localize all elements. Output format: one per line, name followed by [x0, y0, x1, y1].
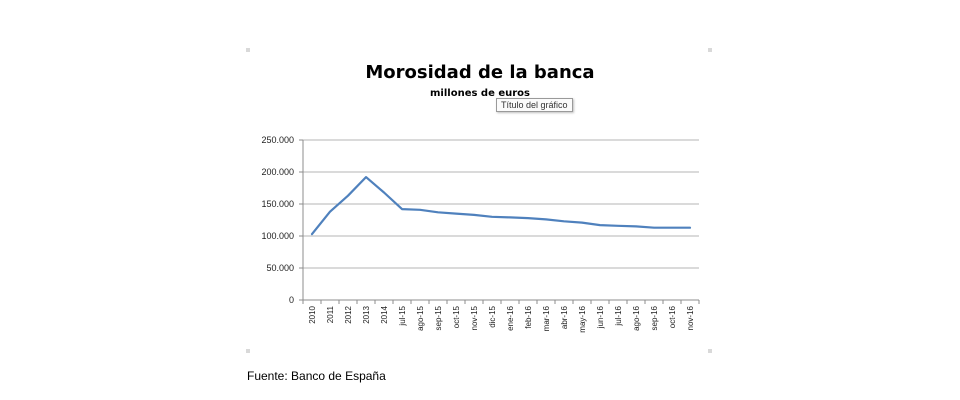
- data-point: [599, 224, 601, 226]
- x-tick-label: 2013: [362, 305, 371, 323]
- data-point: [563, 220, 565, 222]
- x-tick-label: 2014: [380, 305, 389, 323]
- y-tick-label: 50.000: [266, 263, 294, 273]
- data-point: [473, 214, 475, 216]
- data-point: [419, 209, 421, 211]
- data-point: [383, 191, 385, 193]
- data-point: [455, 212, 457, 214]
- chart-title-tooltip: Título del gráfico: [496, 98, 573, 112]
- x-tick-label: feb-16: [524, 305, 533, 328]
- chart-title[interactable]: Morosidad de la banca: [365, 62, 595, 83]
- x-tick-label: 2010: [308, 305, 317, 323]
- x-tick-label: jun-16: [596, 305, 605, 329]
- data-point: [509, 216, 511, 218]
- chart-area: [246, 48, 712, 353]
- data-point: [671, 226, 673, 228]
- chart-corner-handle[interactable]: [246, 349, 250, 353]
- x-tick-label: jul-15: [398, 305, 407, 326]
- x-tick-label: oct-16: [668, 305, 677, 328]
- y-tick-label: 250.000: [261, 135, 294, 145]
- data-point: [635, 225, 637, 227]
- data-point: [581, 221, 583, 223]
- data-point: [545, 218, 547, 220]
- chart-corner-handle[interactable]: [708, 349, 712, 353]
- data-point: [437, 211, 439, 213]
- x-tick-label: abr-16: [560, 305, 569, 329]
- chart-subtitle: millones de euros: [430, 88, 530, 99]
- x-tick-label: 2011: [326, 305, 335, 323]
- data-point: [653, 226, 655, 228]
- chart-corner-handle[interactable]: [708, 48, 712, 52]
- series-line: [310, 176, 692, 236]
- x-tick-label: sep-15: [434, 305, 443, 330]
- x-tick-label: ago-16: [632, 305, 641, 330]
- x-tick-label: mar-16: [542, 305, 551, 331]
- y-tick-label: 150.000: [261, 199, 294, 209]
- data-point: [527, 217, 529, 219]
- x-tick-label: jul-16: [614, 305, 623, 326]
- data-point: [329, 210, 331, 212]
- data-point: [365, 176, 367, 178]
- y-tick-label: 200.000: [261, 167, 294, 177]
- x-tick-label: nov-15: [470, 305, 479, 330]
- data-point: [491, 216, 493, 218]
- x-tick-label: oct-15: [452, 305, 461, 328]
- data-point: [347, 194, 349, 196]
- data-point: [311, 233, 313, 235]
- data-point: [689, 226, 691, 228]
- x-tick-label: ene-16: [506, 305, 515, 330]
- data-point: [401, 208, 403, 210]
- x-tick-label: nov-16: [686, 305, 695, 330]
- y-tick-label: 100.000: [261, 231, 294, 241]
- x-tick-label: ago-15: [416, 305, 425, 330]
- data-point: [617, 225, 619, 227]
- chart-corner-handle[interactable]: [246, 48, 250, 52]
- x-tick-label: 2012: [344, 305, 353, 323]
- x-tick-label: dic-15: [488, 305, 497, 327]
- x-tick-label: sep-16: [650, 305, 659, 330]
- x-tick-label: may-16: [578, 305, 587, 332]
- source-note: Fuente: Banco de España: [247, 369, 386, 383]
- y-tick-label: 0: [289, 295, 294, 305]
